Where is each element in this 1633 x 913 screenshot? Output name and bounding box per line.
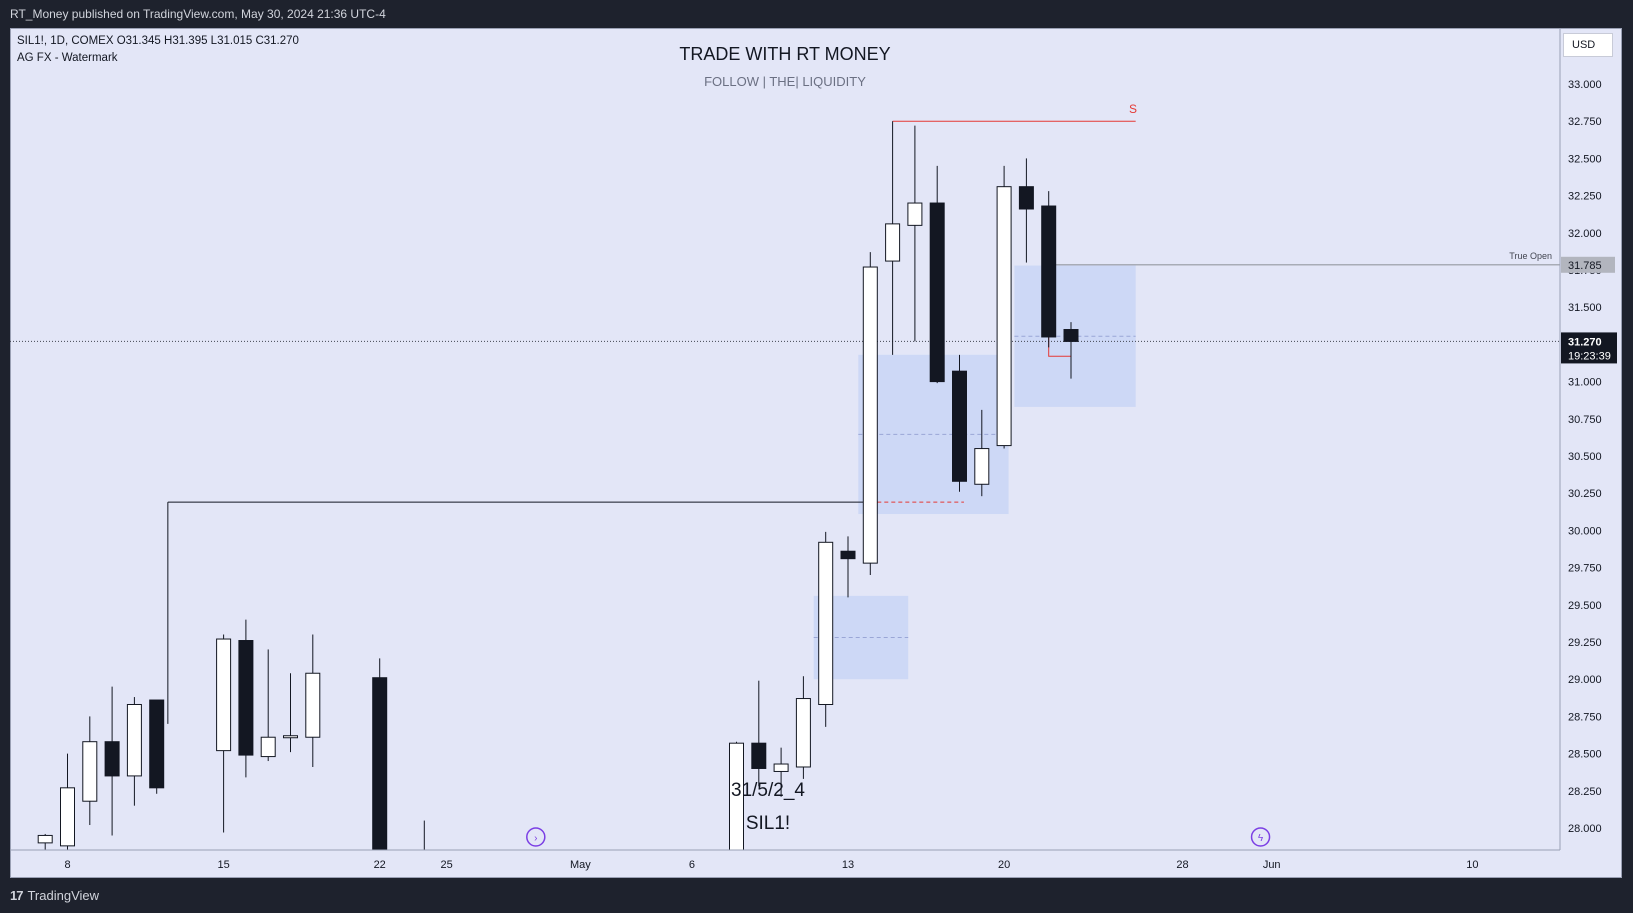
price-tick-label: 33.000 (1568, 79, 1602, 91)
true-open-label: True Open (1509, 251, 1552, 261)
bear-candle (929, 202, 945, 383)
bear-candle (1063, 329, 1079, 342)
time-tick-label: 6 (689, 859, 695, 871)
time-tick-label: 28 (1176, 859, 1188, 871)
bear-candle (238, 640, 254, 756)
bear-candle (840, 550, 856, 560)
price-tick-label: 30.000 (1568, 525, 1602, 537)
price-tick-label: 30.250 (1568, 488, 1602, 500)
watermark-subtitle: FOLLOW | THE| LIQUIDITY (704, 74, 866, 89)
bull-candle (729, 742, 744, 850)
price-tick-label: 32.000 (1568, 228, 1602, 240)
earnings-event-glyph-icon: ϟ (1258, 833, 1264, 844)
bull-candle (283, 735, 298, 739)
footer-bar: 17 TradingView (0, 878, 1633, 913)
publish-text: RT_Money published on TradingView.com, M… (10, 7, 386, 21)
time-tick-label: 15 (217, 859, 229, 871)
last-price-tag (1561, 332, 1617, 364)
bull-candle (305, 672, 321, 738)
time-tick-label: 13 (842, 859, 854, 871)
symbol-ohlc: SIL1!, 1D, COMEX O31.345 H31.395 L31.015… (17, 35, 299, 47)
price-tick-label: 30.750 (1568, 414, 1602, 426)
time-axis: 8 15 22 25 May 6 13 20 28 Jun 10 (10, 849, 1560, 871)
candles (37, 121, 1079, 870)
price-tick-label: 32.500 (1568, 153, 1602, 165)
price-tick-label: 29.000 (1568, 674, 1602, 686)
bear-candle (551, 858, 565, 870)
bear-candle (372, 677, 388, 850)
time-tick-label: 22 (374, 859, 386, 871)
watermark-title: TRADE WITH RT MONEY (679, 44, 890, 64)
bear-candle (104, 741, 120, 777)
dividend-event-icon (526, 827, 546, 847)
true-open-price-tag (1561, 256, 1615, 273)
price-tick-label: 28.750 (1568, 711, 1602, 723)
bull-candle (795, 698, 811, 768)
price-tick-label: 31.000 (1568, 377, 1602, 389)
bull-candle (885, 223, 901, 262)
price-tick-label: 28.500 (1568, 749, 1602, 761)
price-tick-label: 31.500 (1568, 302, 1602, 314)
earnings-event-icon (1250, 827, 1271, 847)
bull-candle (82, 741, 98, 802)
price-tick-label: 29.500 (1568, 600, 1602, 612)
bull-candle (818, 541, 834, 705)
time-tick-label: 20 (998, 859, 1010, 871)
price-axis: 33.00032.75032.50032.25032.00031.75031.5… (1559, 28, 1602, 850)
bear-candle (395, 864, 409, 870)
indicator-name: AG FX - Watermark (17, 52, 118, 64)
time-tick-label: 8 (64, 859, 70, 871)
bear-candle (1041, 205, 1057, 338)
price-tick-label: 29.250 (1568, 637, 1602, 649)
time-tick-label: Jun (1263, 859, 1281, 871)
watermark-symbol: SIL1! (746, 813, 790, 834)
tradingview-logo-icon: 17 (10, 888, 24, 903)
bull-candle (216, 638, 232, 752)
bull-candle (974, 448, 990, 485)
bear-candle (1018, 186, 1034, 210)
time-tick-label: 10 (1466, 859, 1478, 871)
tradingview-logo[interactable]: 17 TradingView (10, 878, 99, 913)
bear-candle (751, 742, 767, 769)
bear-candle (952, 370, 967, 482)
s-label: S (1129, 102, 1137, 116)
bull-candle (126, 703, 142, 777)
last-price: 31.270 (1568, 336, 1602, 348)
true-open-price: 31.785 (1568, 260, 1602, 272)
bull-candle (862, 266, 878, 564)
bull-candle (773, 763, 789, 772)
bear-candle (149, 699, 165, 789)
countdown: 19:23:39 (1568, 350, 1611, 362)
price-tick-label: 30.500 (1568, 451, 1602, 463)
dividend-event-glyph-icon: › (534, 833, 537, 844)
brand-name: TradingView (27, 888, 100, 903)
price-tick-label: 28.250 (1568, 786, 1602, 798)
bull-candle (60, 787, 75, 847)
time-tick-label: 25 (440, 859, 452, 871)
annotations: TRADE WITH RT MONEY FOLLOW | THE| LIQUIDI… (526, 44, 1617, 847)
publish-bar: RT_Money published on TradingView.com, M… (0, 0, 1633, 28)
level-lines (10, 120, 1560, 724)
bull-candle (907, 202, 923, 226)
symbol-info: SIL1!, 1D, COMEX O31.345 H31.395 L31.015… (17, 33, 299, 67)
chart-frame[interactable] (10, 28, 1622, 878)
watermark-date: 31/5/2_4 (731, 780, 805, 801)
liquidity-zones (813, 265, 1136, 680)
bull-candle (416, 849, 432, 850)
currency-button[interactable]: USD (1563, 33, 1613, 57)
price-tick-label: 32.750 (1568, 116, 1602, 128)
price-tick-label: 32.250 (1568, 191, 1602, 203)
bull-candle (260, 736, 276, 758)
price-tick-label: 29.750 (1568, 563, 1602, 575)
price-tick-label: 28.000 (1568, 823, 1602, 835)
time-tick-label: May (570, 859, 591, 871)
bull-candle (37, 834, 53, 844)
bull-candle (996, 186, 1012, 447)
